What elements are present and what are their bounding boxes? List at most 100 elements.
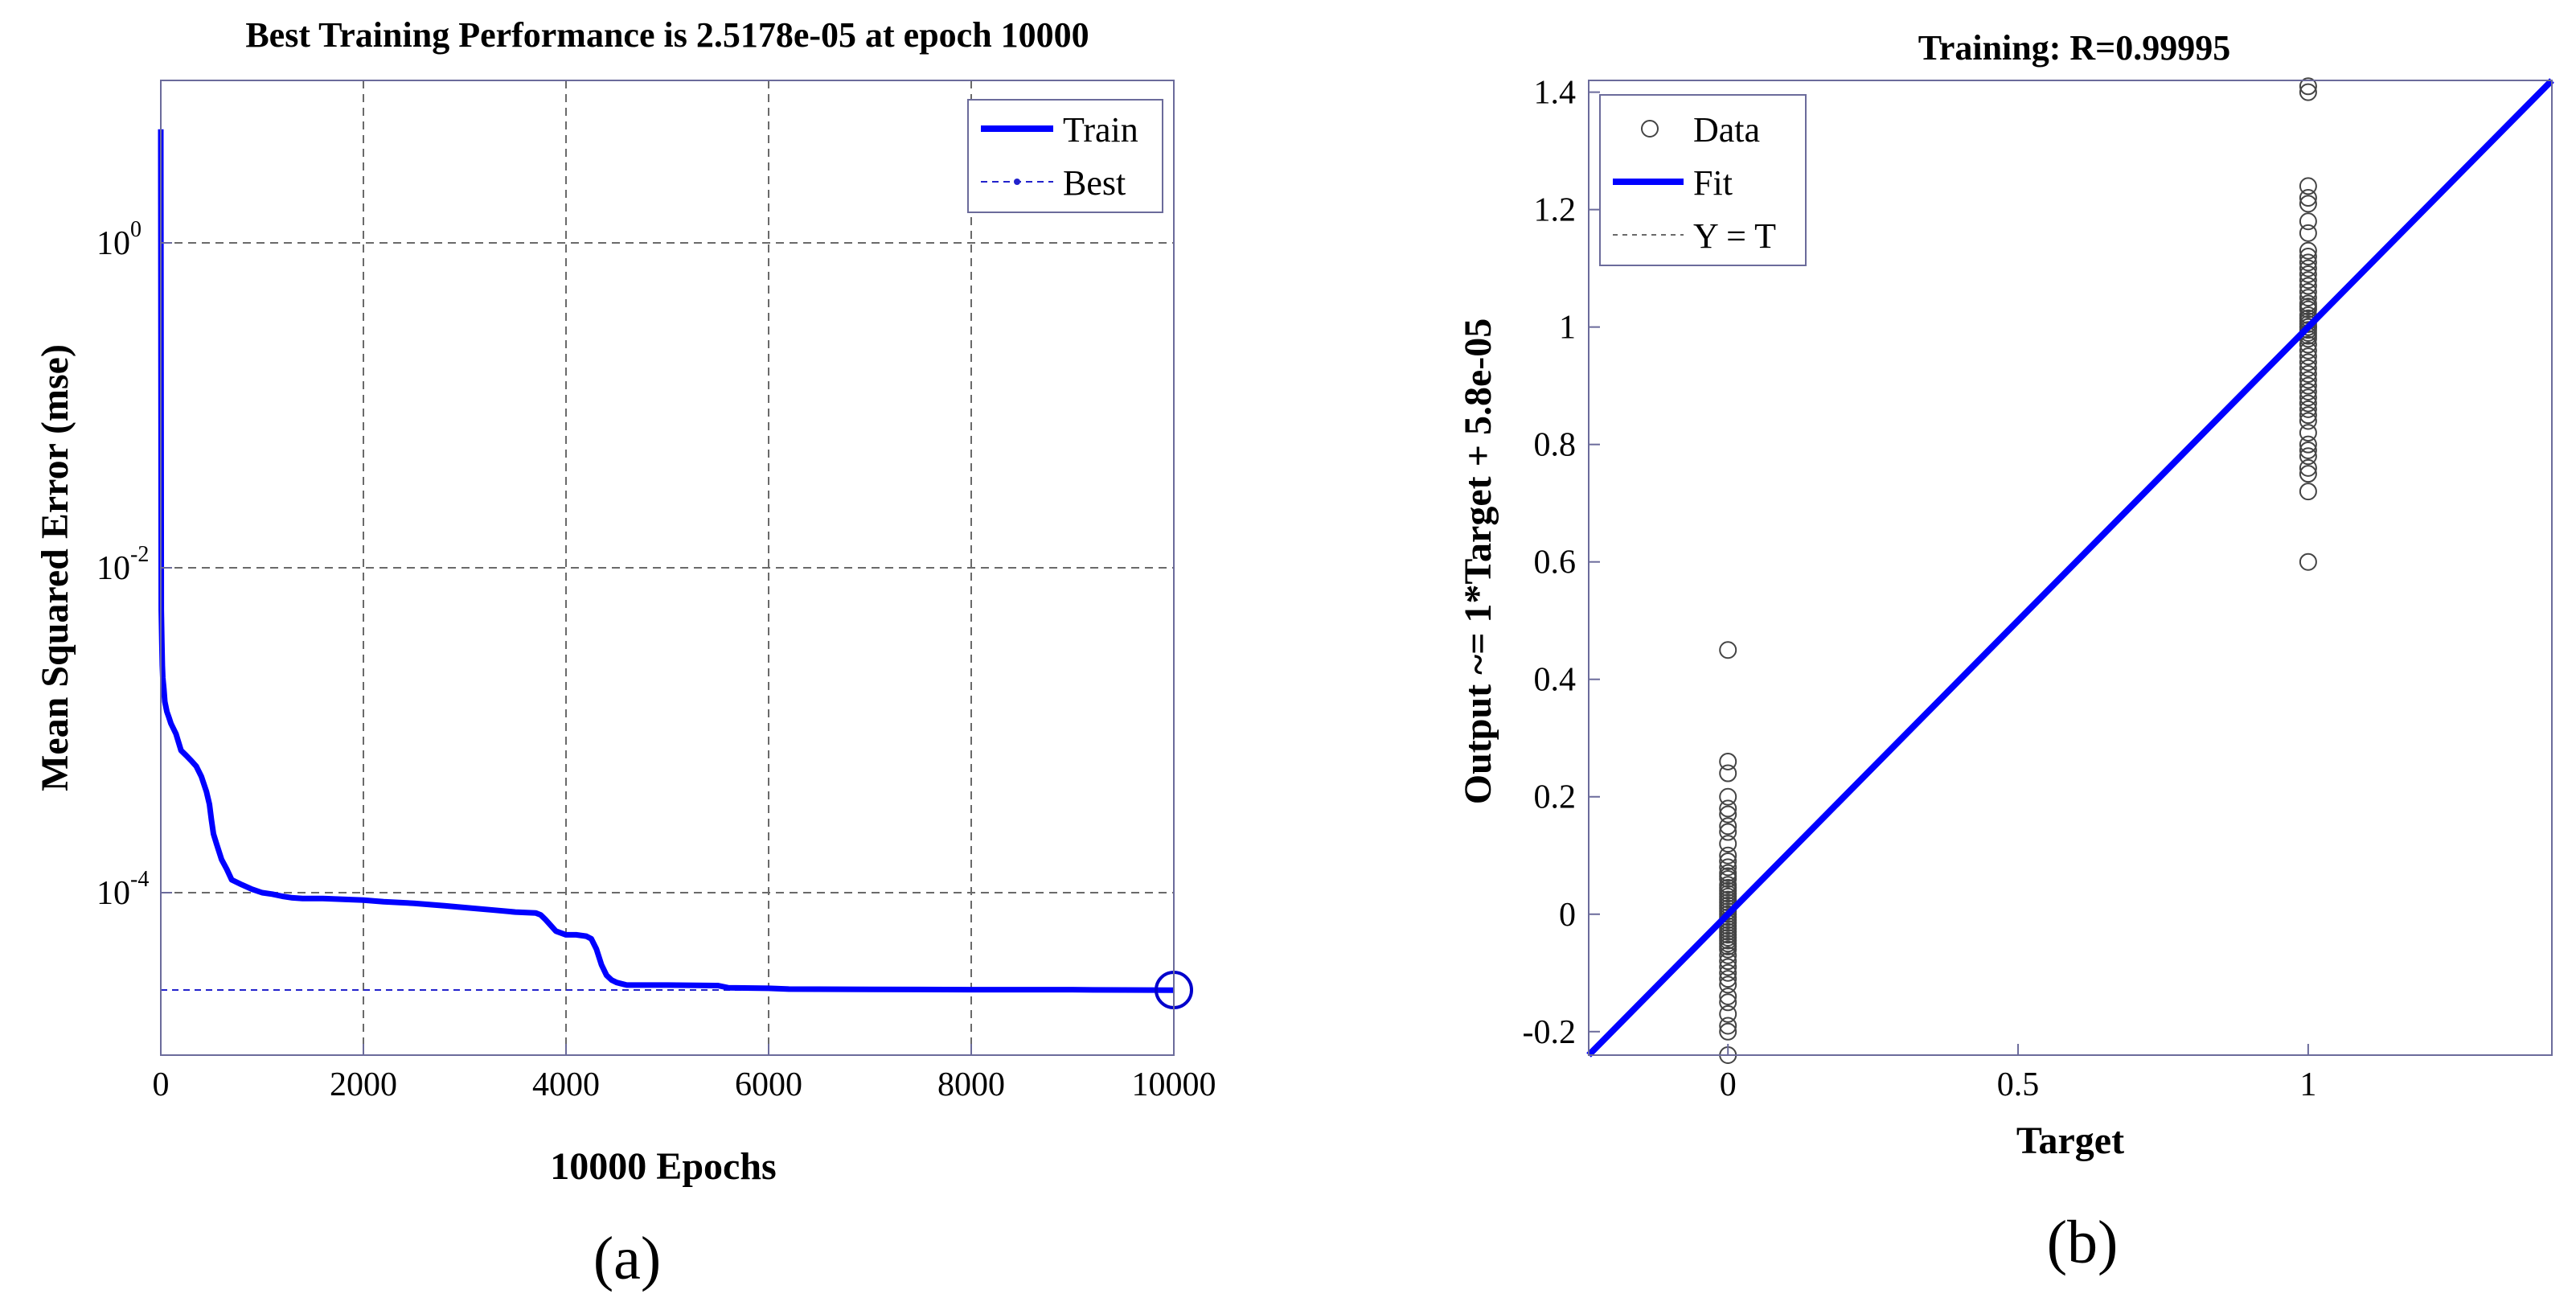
data-point xyxy=(2299,241,2317,260)
data-point xyxy=(2299,277,2317,295)
data-point xyxy=(2299,177,2317,195)
chart-a-y-tick-label: 10-2 xyxy=(96,542,149,587)
chart-a-train-series xyxy=(158,129,1175,993)
legend-yeqt-label: Y = T xyxy=(1693,216,1776,256)
chart-b-x-ticks: 0 0.5 1 xyxy=(1720,1044,2316,1103)
data-point xyxy=(2299,376,2317,395)
data-point xyxy=(2299,189,2317,207)
chart-b-y-tick-label: 0.2 xyxy=(1534,779,1577,816)
data-point xyxy=(2299,248,2317,266)
chart-b-y-tick-label: 1.2 xyxy=(1534,192,1577,229)
data-point xyxy=(1719,987,1737,1005)
data-point xyxy=(1719,799,1737,818)
data-point xyxy=(2299,318,2317,336)
data-point xyxy=(1719,958,1737,976)
data-point xyxy=(2299,406,2317,425)
data-point xyxy=(2299,483,2317,501)
data-point xyxy=(2299,388,2317,407)
chart-a-y-tick-base: 10 xyxy=(96,875,130,912)
data-point xyxy=(2299,77,2317,96)
data-point xyxy=(1719,805,1737,824)
data-point xyxy=(2299,382,2317,400)
data-point xyxy=(2299,458,2317,477)
chart-b-xlabel: Target xyxy=(2016,1119,2124,1162)
data-point xyxy=(2299,341,2317,359)
chart-b-axes-box xyxy=(1588,80,2553,1056)
data-point xyxy=(1719,817,1737,836)
data-point xyxy=(1719,764,1737,782)
data-point xyxy=(1719,952,1737,971)
legend-train-label: Train xyxy=(1063,110,1138,150)
data-point xyxy=(2299,435,2317,454)
chart-a-x-tick-label: 10000 xyxy=(1132,1066,1216,1103)
data-point xyxy=(1719,846,1737,865)
data-point xyxy=(1719,970,1737,988)
chart-a-x-tick-label: 2000 xyxy=(330,1066,397,1103)
regression-chart: Training: R=0.99995 0 0.5 1 -0.200.20.40.6… xyxy=(1457,28,2554,1162)
chart-b-legend: Data Fit Y = T xyxy=(1599,94,1807,266)
chart-a-x-tick-label: 8000 xyxy=(937,1066,1005,1103)
data-point xyxy=(2299,195,2317,213)
data-point xyxy=(2299,271,2317,290)
legend-best-label: Best xyxy=(1063,163,1126,203)
data-point xyxy=(1719,940,1737,959)
chart-a-x-tick-label: 4000 xyxy=(532,1066,600,1103)
chart-b-x-tick-label: 0.5 xyxy=(1997,1066,2040,1103)
data-point xyxy=(2299,253,2317,272)
performance-chart: Best Training Performance is 2.5178e-05 … xyxy=(34,15,1216,1188)
chart-a-legend: Train Best xyxy=(967,99,1163,213)
data-point xyxy=(1719,946,1737,964)
data-point xyxy=(2299,259,2317,277)
data-point xyxy=(2299,424,2317,442)
chart-b-ylabel: Output ~= 1*Target + 5.8e-05 xyxy=(1457,318,1499,805)
chart-a-grid xyxy=(161,80,1174,1055)
data-point xyxy=(1719,823,1737,841)
chart-a-y-tick-exponent: -4 xyxy=(130,867,149,892)
chart-b-x-tick-label: 1 xyxy=(2299,1066,2316,1103)
chart-a-x-ticks: 0 2000 4000 6000 8000 10000 xyxy=(153,1044,1216,1103)
data-point xyxy=(2299,353,2317,372)
chart-a-x-tick-label: 0 xyxy=(153,1066,170,1103)
chart-b-y-tick-label: 0.6 xyxy=(1534,544,1577,581)
chart-a-y-tick-exponent: 0 xyxy=(130,217,142,242)
data-point xyxy=(2299,335,2317,354)
chart-b-fit-line xyxy=(1586,78,2554,1058)
chart-a-ylabel: Mean Squared Error (mse) xyxy=(34,344,76,791)
chart-b-y-tick-label: 1 xyxy=(1559,310,1576,347)
data-point xyxy=(1719,869,1737,888)
data-point xyxy=(1719,963,1737,982)
data-point xyxy=(2299,465,2317,483)
chart-a-y-tick-base: 10 xyxy=(96,225,130,262)
data-point xyxy=(1719,993,1737,1012)
legend-data-label: Data xyxy=(1693,110,1760,150)
data-point xyxy=(2299,552,2317,571)
chart-a-y-tick-label: 10-4 xyxy=(96,867,149,912)
chart-b-fit-series xyxy=(1586,78,2554,1058)
data-point xyxy=(1719,1022,1737,1041)
chart-b-y-tick-label: 0.8 xyxy=(1534,427,1577,464)
data-point xyxy=(2299,441,2317,459)
chart-a-x-tick-label: 6000 xyxy=(735,1066,802,1103)
data-point xyxy=(2299,300,2317,318)
caption-b: (b) xyxy=(2047,1209,2119,1276)
legend-data-marker xyxy=(1641,120,1659,138)
chart-a-legend-box xyxy=(967,99,1163,213)
data-point xyxy=(2299,265,2317,283)
data-point xyxy=(2299,212,2317,231)
data-point xyxy=(1719,1017,1737,1035)
data-point xyxy=(2299,289,2317,307)
chart-b-title: Training: R=0.99995 xyxy=(1918,28,2231,68)
caption-a: (a) xyxy=(593,1225,661,1292)
data-point xyxy=(2299,394,2317,413)
data-point xyxy=(2299,371,2317,389)
chart-a-y-tick-base: 10 xyxy=(96,550,130,587)
chart-b-x-tick-label: 0 xyxy=(1720,1066,1737,1103)
chart-a-title: Best Training Performance is 2.5178e-05 … xyxy=(245,15,1089,55)
data-point xyxy=(1719,858,1737,877)
legend-fit-label: Fit xyxy=(1693,163,1733,203)
data-point xyxy=(2299,282,2317,301)
legend-best-dot xyxy=(1014,179,1020,185)
data-point xyxy=(2299,347,2317,366)
